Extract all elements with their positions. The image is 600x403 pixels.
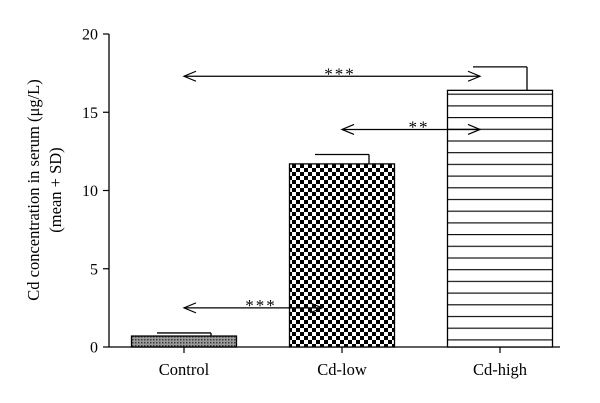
y-axis-label: Cd concentration in serum (μg/L) xyxy=(24,79,43,300)
bars xyxy=(130,89,554,348)
y-axis: 0 5 10 15 20 xyxy=(82,27,110,357)
x-tick-label: Cd-low xyxy=(317,360,367,379)
significance-label: *** xyxy=(245,296,277,315)
y-tick-label: 10 xyxy=(82,183,98,200)
arrow-head xyxy=(467,123,482,136)
x-axis: Control Cd-low Cd-high xyxy=(109,346,560,379)
y-tick-label: 15 xyxy=(82,105,98,122)
y-axis-label-sub: (mean + SD) xyxy=(46,147,65,232)
x-tick-label: Cd-high xyxy=(473,360,528,379)
arrow-head xyxy=(182,70,197,82)
y-tick-label: 0 xyxy=(90,340,98,357)
arrow-head xyxy=(182,302,197,314)
significance-label: ** xyxy=(409,117,430,136)
arrow-head xyxy=(309,302,324,314)
arrow-head xyxy=(340,123,355,136)
x-tick-label: Control xyxy=(159,360,210,379)
significance-label: *** xyxy=(324,64,356,83)
y-tick-label: 20 xyxy=(82,27,98,44)
error-bars xyxy=(157,66,528,337)
bar-control xyxy=(130,335,238,348)
bar-cd-low xyxy=(288,163,396,348)
y-tick-label: 5 xyxy=(90,261,98,278)
arrow-head xyxy=(467,70,482,82)
significance-annotations: ******** xyxy=(182,64,482,315)
bar-cd-high xyxy=(446,89,554,348)
